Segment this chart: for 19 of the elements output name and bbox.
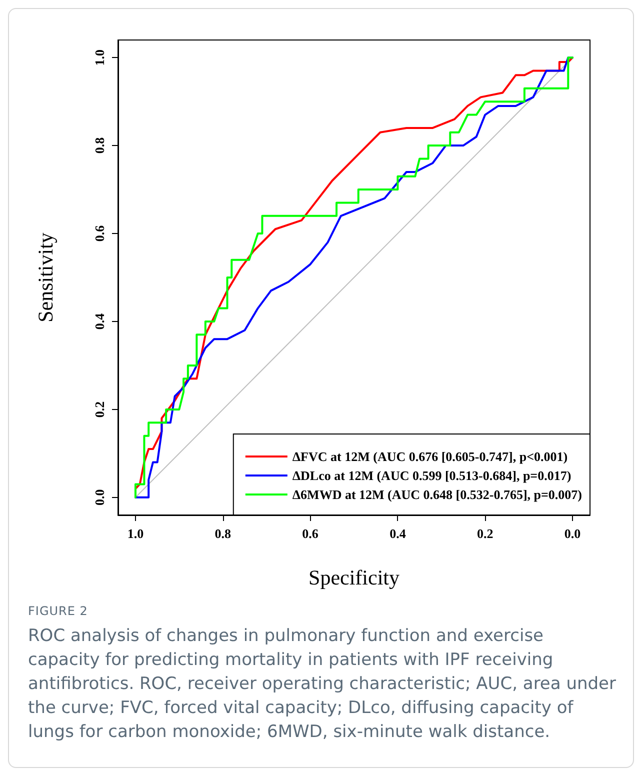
x-tick-label: 1.0 — [127, 526, 144, 541]
legend-label: ΔFVC at 12M (AUC 0.676 [0.605-0.747], p<0.001) — [292, 449, 568, 464]
x-tick-label: 0.8 — [214, 526, 232, 541]
y-tick-label: 0.0 — [92, 489, 107, 506]
legend-label: ΔDLco at 12M (AUC 0.599 [0.513-0.684], p=0.017) — [292, 468, 572, 483]
y-tick-label: 0.6 — [92, 224, 107, 242]
legend-label: Δ6MWD at 12M (AUC 0.648 [0.532-0.765], p=0.007) — [292, 487, 582, 502]
x-tick-label: 0.2 — [476, 526, 494, 541]
y-tick-label: 0.8 — [92, 136, 107, 154]
text: ROC analysis of changes in pulmonary function and exercise capacity for predicting mortality in patients with IPF receiving antifibrotics. ROC, receiver operating characteristic; AUC, area under the curve; FVC, forced vital capacity; DLco, diffusing capacity of lungs for carbon monoxide; 6MWD, six-minute walk distance. — [28, 625, 618, 744]
x-tick-label: 0.6 — [302, 526, 319, 541]
x-tick-label: 0.4 — [390, 526, 406, 541]
caption: FIGURE 2 — [28, 604, 89, 618]
y-tick-label: 0.2 — [92, 401, 107, 418]
y-tick-label: 1.0 — [92, 49, 107, 66]
y-tick-label: 0.4 — [92, 312, 107, 330]
y-axis-title: Sensitivity — [34, 232, 58, 322]
x-tick-label: 0.0 — [564, 526, 581, 541]
x-axis-title: Specificity — [308, 566, 400, 590]
